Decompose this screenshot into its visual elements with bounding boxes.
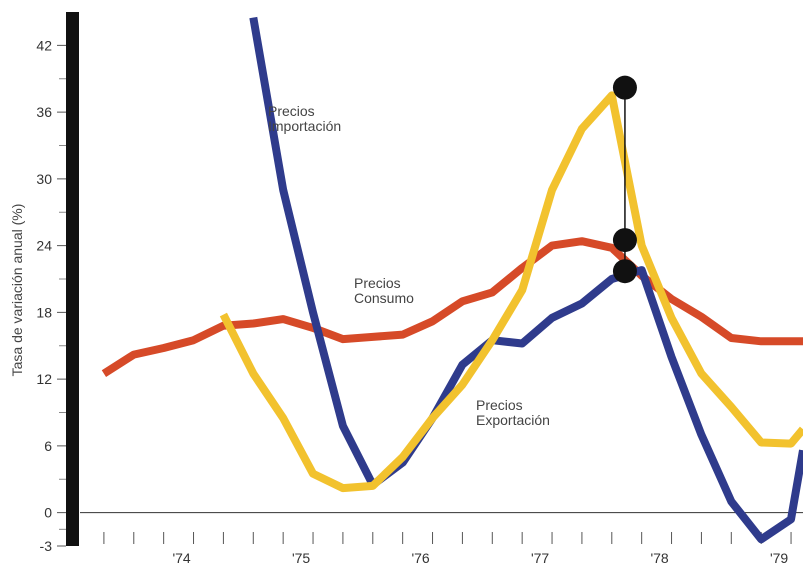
x-tick-label: '76 [411,550,429,566]
x-tick-label: '78 [650,550,668,566]
series-label: Importación [268,118,341,134]
series-line-precios-importaci-n [249,16,803,544]
series-label: Precios [476,397,523,413]
markers [612,75,637,284]
y-axis-title: Tasa de variación anual (%) [9,204,25,377]
series-label: Exportación [476,412,550,428]
y-tick-label: 42 [36,37,52,53]
y-tick-label: 18 [36,304,52,320]
series-labels: PreciosConsumoPreciosImportaciónPreciosE… [268,103,550,428]
y-tick-label: 24 [36,238,52,254]
marker-dot [612,75,637,100]
x-tick-label: '75 [292,550,310,566]
y-tick-label: 30 [36,171,52,187]
series-lines [101,16,803,544]
y-tick-label: 12 [36,371,52,387]
series-line-precios-consumo [101,237,803,377]
y-tick-label: -3 [40,538,53,554]
y-axis-bar [66,12,79,546]
x-tick-label: '79 [770,550,788,566]
marker-dot [612,228,637,253]
y-tick-label: 36 [36,104,52,120]
series-label: Precios [268,103,315,119]
x-tick-label: '77 [531,550,549,566]
axes: -3 0 6 12 18 24 30 36 42 '74 '75 '76 '77 '78 '79 [36,12,803,566]
y-tick-label: 6 [44,438,52,454]
marker-dot [612,259,637,284]
x-tick-label: '74 [172,550,190,566]
series-label: Precios [354,275,401,291]
series-label: Consumo [354,290,414,306]
y-tick-label: 0 [44,505,52,521]
series-line-precios-exportaci-n [219,91,803,493]
